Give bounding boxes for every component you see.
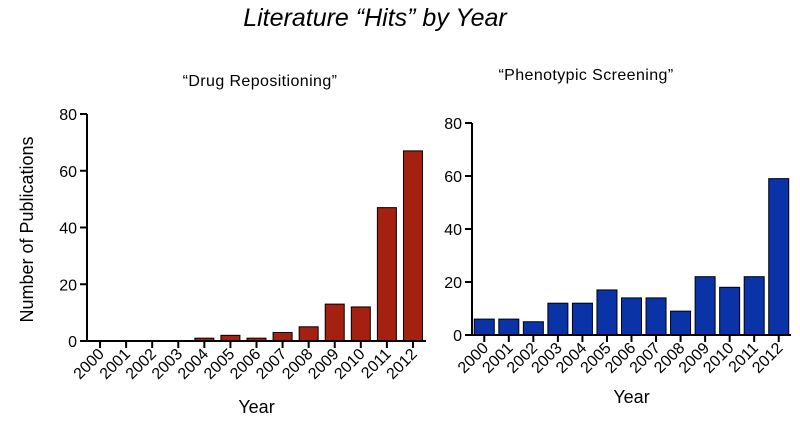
- x-tick-label: 2012: [384, 346, 421, 383]
- bar-2002: [522, 321, 544, 336]
- y-axis-title: Number of Publications: [17, 136, 37, 322]
- bar-2008: [670, 310, 692, 336]
- y-tick-label: 20: [444, 275, 462, 292]
- bar-2009: [324, 303, 345, 342]
- bar-2010: [350, 306, 371, 342]
- y-tick-label: 0: [453, 328, 462, 345]
- chart-title: “Drug Repositioning”: [183, 73, 338, 90]
- x-axis-title: Year: [613, 387, 649, 407]
- y-tick-label: 80: [444, 116, 462, 133]
- y-tick-label: 60: [59, 164, 77, 181]
- chart-title: “Phenotypic Screening”: [498, 67, 673, 84]
- bar-2011: [743, 276, 765, 336]
- bar-2004: [571, 302, 593, 336]
- bar-2006: [621, 297, 642, 336]
- y-tick-label: 20: [59, 277, 77, 294]
- y-tick-label: 0: [68, 334, 77, 351]
- bar-2007: [645, 297, 667, 336]
- bar-2011: [376, 207, 397, 342]
- y-tick-label: 40: [444, 222, 462, 239]
- figure-title: Literature “Hits” by Year: [243, 4, 507, 32]
- chart-panel-1: “Drug Repositioning”02040608020002001200…: [17, 73, 426, 417]
- y-tick-label: 80: [59, 107, 77, 124]
- bar-2005: [596, 289, 618, 336]
- y-tick-label: 40: [59, 221, 77, 238]
- bar-2008: [298, 326, 319, 342]
- chart-panel-2: “Phenotypic Screening”020406080200020012…: [444, 67, 791, 407]
- bar-2012: [402, 150, 423, 342]
- bar-2012: [768, 178, 790, 336]
- bar-2001: [498, 318, 520, 336]
- y-tick-label: 60: [444, 169, 462, 186]
- bar-2009: [694, 276, 716, 336]
- bar-2003: [547, 302, 569, 336]
- bar-2000: [473, 318, 495, 336]
- bar-2010: [719, 286, 741, 336]
- bar-2007: [272, 331, 293, 342]
- x-axis-title: Year: [238, 397, 274, 417]
